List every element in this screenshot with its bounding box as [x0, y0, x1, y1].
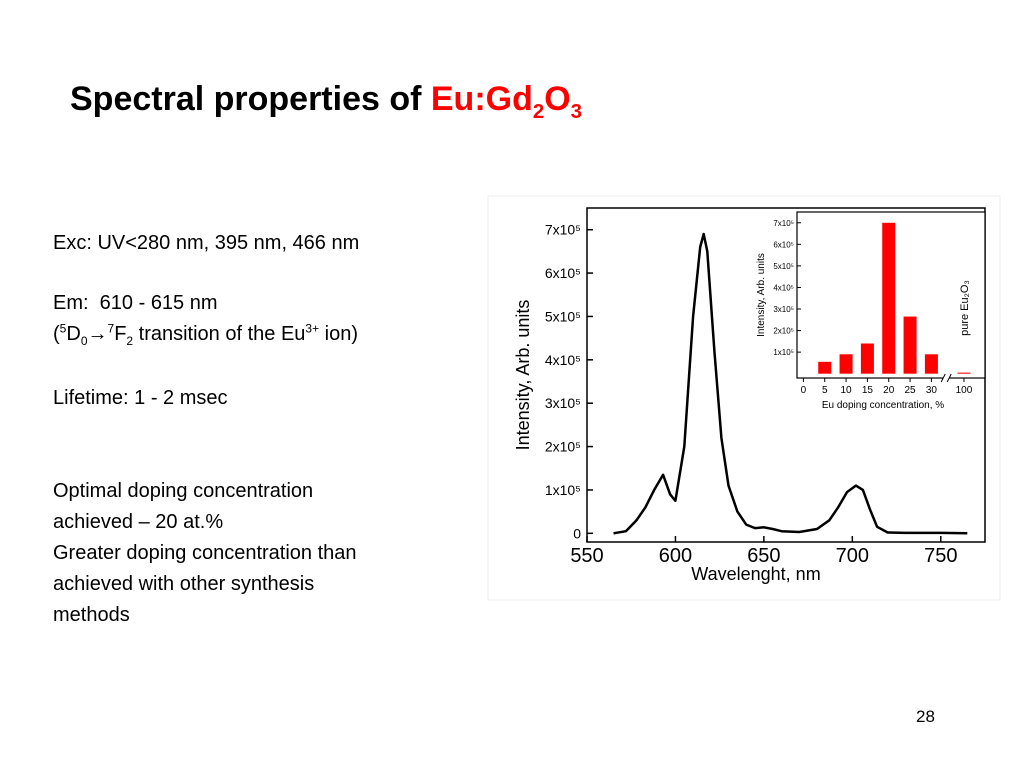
x-tick-label: 600 [659, 545, 692, 567]
excitation: Exc: UV<280 nm, 395 nm, 466 nm [53, 232, 360, 254]
y-tick-label: 5x10⁵ [773, 262, 794, 271]
x-axis-label: Wavelenght, nm [691, 564, 820, 584]
page-number: 28 [916, 707, 935, 726]
line: achieved – 20 at.% [53, 511, 224, 533]
text: ( [53, 323, 60, 345]
formula-sub: 3 [570, 100, 582, 123]
transition: (5D0→7F2 transition of the Eu3+ ion) [53, 319, 358, 350]
x-tick-label: 5 [822, 385, 828, 396]
line: Optimal doping concentration [53, 480, 314, 502]
x-tick-label: 15 [862, 385, 874, 396]
x-tick-label: 0 [801, 385, 807, 396]
x-tick-label: 700 [836, 545, 869, 567]
sub: 2 [126, 334, 134, 348]
y-tick-label: 6x10⁵ [773, 240, 794, 249]
text: D [66, 323, 81, 345]
x-tick-label: 25 [905, 385, 917, 396]
bar [818, 361, 832, 374]
y-tick-label: 3x10⁵ [773, 305, 794, 314]
text: F [114, 323, 127, 345]
line: methods [53, 604, 130, 626]
text: ion) [319, 323, 359, 345]
y-tick-label: 1x10⁵ [545, 482, 581, 498]
formula-sub: 2 [532, 100, 545, 123]
y-tick-label: 2x10⁵ [773, 327, 794, 336]
bar [860, 343, 874, 374]
y-tick-label: 7x10⁵ [773, 219, 794, 228]
line: Greater doping concentration than [53, 542, 357, 564]
x-tick-label: 550 [570, 545, 603, 567]
bar [924, 354, 938, 374]
y-tick-label: 0 [573, 525, 581, 541]
bar [957, 372, 971, 374]
y-tick-label: 2x10⁵ [545, 439, 581, 455]
x-tick-label: 100 [956, 385, 973, 396]
y-tick-label: 4x10⁵ [773, 283, 794, 292]
text: transition of the Eu [133, 323, 306, 345]
y-tick-label: 1x10⁵ [773, 348, 794, 357]
optimal: Optimal doping concentration achieved – 2… [53, 476, 313, 538]
lifetime: Lifetime: 1 - 2 msec [53, 387, 228, 409]
slide-title: Spectral properties of Eu:Gd2O3 [70, 80, 582, 122]
sub: 0 [80, 334, 88, 348]
axis-break-gap [943, 374, 950, 382]
y-tick-label: 3x10⁵ [545, 395, 581, 411]
sup: 5 [59, 321, 67, 336]
x-axis-label: Eu doping concentration, % [822, 400, 944, 411]
x-tick-label: 650 [747, 545, 780, 567]
formula: Eu:Gd2O3 [430, 80, 582, 122]
axis-break [946, 373, 952, 383]
x-tick-label: 10 [841, 385, 853, 396]
bar [903, 316, 917, 374]
formula-part: Eu:Gd [430, 80, 533, 118]
arrow: → [87, 323, 108, 345]
y-axis-label: Intensity, Arb. units [756, 253, 767, 337]
axis-break [940, 373, 946, 383]
annotation: pure Eu₂O₃ [959, 280, 971, 336]
bar [882, 222, 896, 374]
x-tick-label: 20 [883, 385, 895, 396]
title-text: Spectral properties of [70, 80, 422, 118]
line: achieved with other synthesis [53, 573, 315, 595]
x-tick-label: 30 [926, 385, 938, 396]
greater: Greater doping concentration than achieve… [53, 538, 357, 631]
y-tick-label: 4x10⁵ [545, 352, 581, 368]
x-tick-label: 750 [924, 545, 957, 567]
bar [839, 354, 853, 374]
y-tick-label: 7x10⁵ [545, 222, 581, 238]
y-axis-label: Intensity, Arb. units [513, 300, 533, 451]
emission: Em: 610 - 615 nm [53, 292, 218, 314]
sup: 7 [107, 321, 115, 336]
plot-frame [796, 211, 986, 379]
y-tick-label: 5x10⁵ [545, 308, 581, 324]
formula-part: O [544, 80, 571, 118]
sup: 3+ [305, 321, 320, 336]
spectrum-line [613, 232, 968, 535]
y-tick-label: 6x10⁵ [545, 265, 581, 281]
